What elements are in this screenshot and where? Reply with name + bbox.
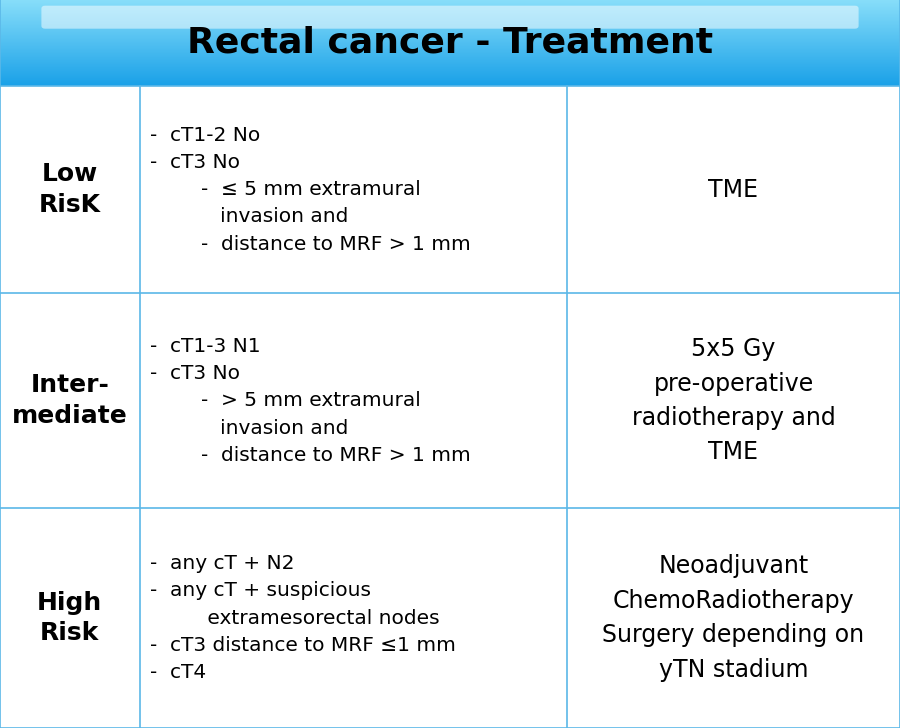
FancyBboxPatch shape (41, 6, 859, 28)
Text: -  cT1-3 N1
-  cT3 No
        -  > 5 mm extramural
           invasion and
     : - cT1-3 N1 - cT3 No - > 5 mm extramural … (150, 337, 471, 464)
Text: -  any cT + N2
-  any cT + suspicious
         extramesorectal nodes
-  cT3 dist: - any cT + N2 - any cT + suspicious extr… (150, 554, 456, 682)
Text: -  cT1-2 No
-  cT3 No
        -  ≤ 5 mm extramural
           invasion and
     : - cT1-2 No - cT3 No - ≤ 5 mm extramural … (150, 126, 471, 253)
Text: Rectal cancer - Treatment: Rectal cancer - Treatment (187, 26, 713, 60)
Text: Neoadjuvant
ChemoRadiotherapy
Surgery depending on
yTN stadium: Neoadjuvant ChemoRadiotherapy Surgery de… (602, 555, 865, 681)
Bar (0, 86, 900, 728)
Text: Low
RisK: Low RisK (39, 162, 101, 217)
Text: Inter-
mediate: Inter- mediate (12, 373, 128, 428)
Text: TME: TME (708, 178, 759, 202)
Text: 5x5 Gy
pre-operative
radiotherapy and
TME: 5x5 Gy pre-operative radiotherapy and TM… (632, 337, 835, 464)
Text: High
Risk: High Risk (37, 590, 103, 646)
